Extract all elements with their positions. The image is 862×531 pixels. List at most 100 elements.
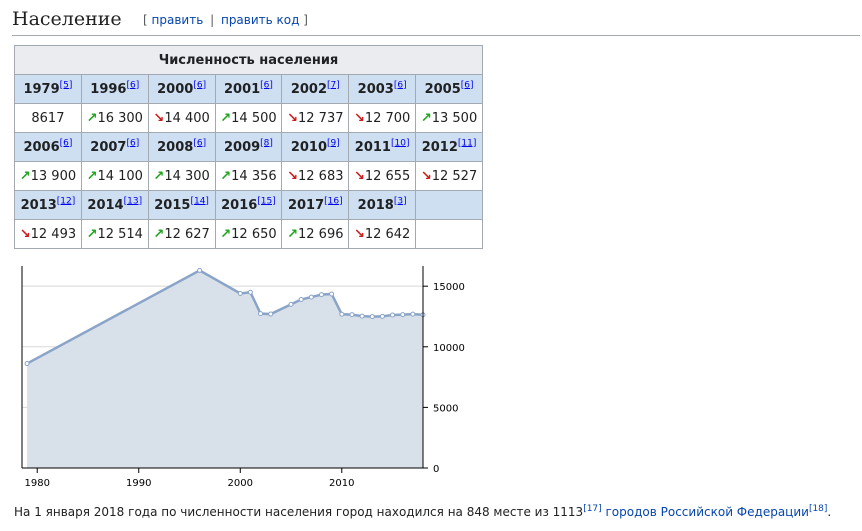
population-value: ↘14 400 (147, 103, 216, 133)
year-label: 2015 (154, 197, 191, 213)
reference-link[interactable]: [6] (193, 80, 207, 91)
year-label: 2005 (424, 81, 461, 97)
reference-link[interactable]: [11] (457, 138, 477, 149)
year-header: 1979[5] (14, 74, 82, 104)
reference-link[interactable]: [13] (123, 196, 143, 207)
population-number: 12 514 (97, 226, 143, 242)
year-label: 2010 (290, 139, 328, 155)
population-number: 14 356 (231, 168, 277, 184)
edit-separator: | (210, 13, 215, 27)
year-label: 2000 (157, 81, 194, 97)
year-header: 2010[9] (281, 132, 350, 162)
population-number: 12 527 (431, 168, 478, 184)
population-value: ↘12 642 (348, 219, 417, 249)
footer-sentence: На 1 января 2018 года по численности нас… (14, 505, 584, 519)
data-point (247, 289, 253, 295)
trend-up-icon: ↗ (19, 168, 31, 184)
year-header: 2002[7] (281, 74, 350, 104)
trend-up-icon: ↗ (86, 226, 98, 242)
year-header: 1996[6] (80, 74, 149, 104)
reference-link[interactable]: [15] (257, 196, 276, 207)
footer-ref-18[interactable]: [18] (808, 504, 828, 514)
population-number: 12 683 (298, 168, 344, 184)
data-point (390, 312, 396, 318)
population-number: 12 650 (231, 226, 277, 242)
year-label: 2002 (290, 81, 328, 97)
year-header: 2017[16] (281, 190, 350, 220)
year-header: 2015[14] (147, 190, 216, 220)
reference-link[interactable]: [3] (393, 196, 407, 207)
footer-text: На 1 января 2018 года по численности нас… (14, 504, 831, 520)
edit-bracket-close: ] (303, 13, 308, 27)
trend-down-icon: ↘ (287, 168, 298, 184)
year-label: 2003 (357, 81, 394, 97)
population-number: 12 493 (30, 226, 77, 242)
trend-up-icon: ↗ (420, 110, 432, 126)
year-label: 2008 (157, 139, 194, 155)
data-point (197, 267, 203, 273)
y-tick-label: 15000 (433, 282, 465, 293)
year-label: 2016 (221, 197, 258, 213)
data-point (308, 294, 314, 300)
reference-link[interactable]: [7] (327, 80, 340, 91)
data-point (268, 311, 274, 317)
population-value: 8617 (14, 103, 82, 133)
data-point (369, 314, 375, 320)
year-label: 2013 (20, 197, 57, 213)
reference-link[interactable]: [10] (390, 138, 410, 149)
reference-link[interactable]: [6] (260, 80, 273, 91)
reference-link[interactable]: [12] (56, 196, 76, 207)
year-header: 2012[11] (415, 132, 483, 162)
data-point (24, 361, 30, 367)
reference-link[interactable]: [9] (327, 138, 340, 149)
population-value: ↗14 356 (214, 161, 283, 191)
population-number: 12 696 (298, 226, 344, 242)
population-number: 12 655 (364, 168, 411, 184)
population-value: ↗14 500 (214, 103, 283, 133)
year-header: 2008[6] (147, 132, 216, 162)
x-tick-label: 1990 (126, 478, 151, 489)
trend-down-icon: ↘ (420, 168, 432, 184)
year-label: 2011 (354, 139, 391, 155)
reference-link[interactable]: [6] (126, 80, 140, 91)
population-value: ↗12 514 (80, 219, 149, 249)
reference-link[interactable]: [5] (59, 80, 73, 91)
year-label: 2009 (223, 139, 261, 155)
population-number: 14 400 (164, 110, 210, 126)
y-tick-label: 5000 (433, 403, 458, 414)
population-value: ↗13 500 (415, 103, 483, 133)
population-number: 14 300 (164, 168, 210, 184)
population-table: Численность населения 1979[5] 1996[6] 2000… (14, 45, 483, 249)
year-header: 2001[6] (214, 74, 283, 104)
edit-link[interactable]: править (151, 13, 204, 27)
reference-link[interactable]: [6] (126, 138, 140, 149)
year-label: 2014 (87, 197, 124, 213)
data-point (349, 312, 355, 318)
data-point (237, 290, 243, 296)
year-label: 1996 (90, 81, 127, 97)
empty-header-cell (415, 190, 483, 220)
table-caption: Численность населения (14, 45, 483, 75)
year-header: 2000[6] (147, 74, 216, 104)
reference-link[interactable]: [6] (460, 80, 474, 91)
reference-link[interactable]: [6] (393, 80, 407, 91)
trend-up-icon: ↗ (153, 168, 165, 184)
russian-cities-link[interactable]: городов Российской Федерации (605, 505, 809, 519)
population-value: ↘12 700 (348, 103, 417, 133)
edit-code-link[interactable]: править код (220, 13, 300, 27)
trend-down-icon: ↘ (153, 110, 165, 126)
population-number: 12 737 (298, 110, 344, 126)
data-point (318, 292, 324, 298)
population-value: ↗12 696 (281, 219, 350, 249)
reference-link[interactable]: [16] (324, 196, 343, 207)
reference-link[interactable]: [6] (193, 138, 207, 149)
footer-ref-17[interactable]: [17] (583, 504, 602, 514)
reference-link[interactable]: [6] (59, 138, 73, 149)
reference-link[interactable]: [8] (260, 138, 273, 149)
reference-link[interactable]: [14] (190, 196, 209, 207)
empty-value-cell (415, 219, 483, 249)
data-point (410, 311, 416, 317)
data-point (298, 297, 304, 303)
year-label: 2018 (357, 197, 394, 213)
year-header: 2005[6] (415, 74, 483, 104)
